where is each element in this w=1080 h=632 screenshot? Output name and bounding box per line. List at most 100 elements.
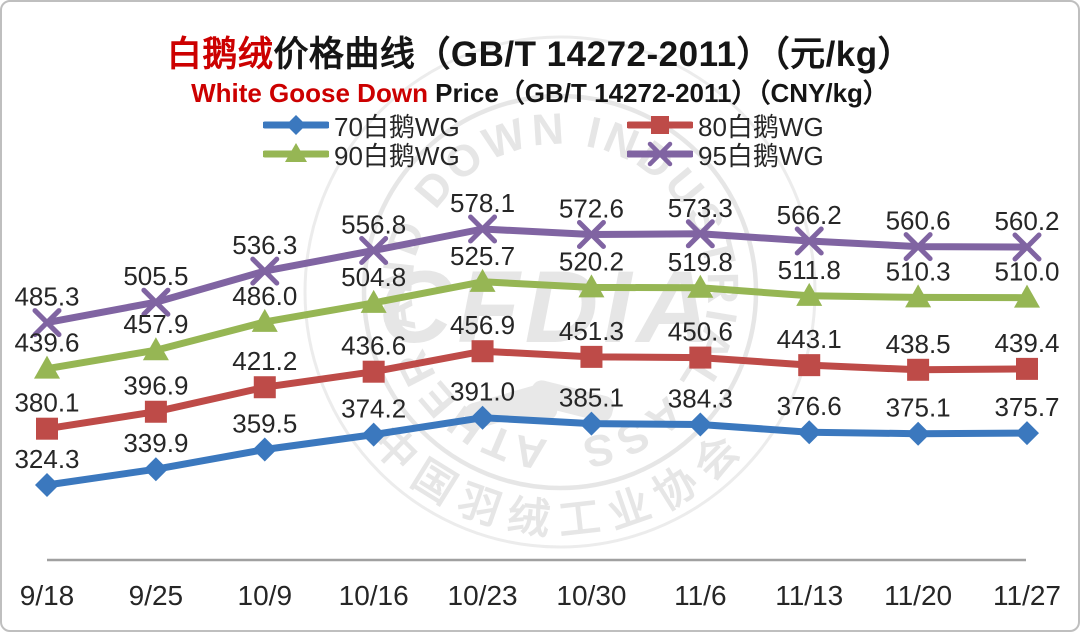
data-point-label: 375.7 [994, 392, 1059, 422]
marker-diamond-icon [252, 437, 277, 462]
marker-triangle-icon [687, 274, 714, 298]
x-tick-label: 9/18 [20, 580, 75, 611]
data-point-label: 572.6 [559, 194, 624, 224]
data-point-label: 560.6 [886, 206, 951, 236]
marker-diamond-icon [579, 411, 604, 436]
marker-x-icon [250, 256, 280, 286]
x-tick-label: 11/13 [775, 580, 843, 611]
data-point-label: 520.2 [559, 246, 624, 276]
data-point-label: 536.3 [232, 230, 297, 260]
x-tick-label: 10/9 [238, 580, 293, 611]
data-point-label: 359.5 [232, 409, 297, 439]
data-point-label: 443.1 [777, 324, 842, 354]
legend-label-80wg: 80白鹅WG [698, 111, 824, 142]
data-point-label: 560.2 [994, 206, 1059, 236]
series-line-0 [43, 414, 1031, 489]
marker-triangle-icon [34, 355, 60, 379]
x-tick-label: 11/6 [674, 580, 726, 611]
marker-diamond-icon [906, 421, 931, 446]
data-point-label: 324.3 [14, 444, 79, 474]
marker-diamond-icon [1015, 421, 1039, 446]
marker-triangle-icon [905, 284, 932, 308]
marker-x-icon [903, 232, 933, 262]
marker-square-icon [471, 340, 494, 363]
data-point-label: 505.5 [123, 261, 188, 291]
data-point-label: 510.3 [886, 256, 951, 286]
x-tick-label: 10/16 [339, 580, 409, 611]
x-tick-label: 11/20 [884, 580, 952, 611]
legend-item-70wg: 70白鹅WG [263, 110, 460, 142]
data-point-label: 566.2 [777, 200, 842, 230]
marker-square-icon [253, 376, 276, 399]
data-point-label: 439.6 [14, 328, 79, 358]
data-point-label: 375.1 [886, 393, 951, 423]
marker-x-icon [1012, 232, 1042, 262]
data-point-label: 374.2 [341, 394, 406, 424]
marker-x-icon [141, 287, 171, 317]
marker-triangle-icon [142, 337, 169, 361]
seal-outer-circle [303, 35, 817, 549]
x-tick-label: 10/30 [556, 580, 626, 611]
data-point-label: 396.9 [123, 371, 188, 401]
data-point-label: 485.3 [14, 282, 79, 312]
marker-x-icon [468, 214, 498, 244]
legend-item-80wg: 80白鹅WG [627, 110, 824, 142]
data-point-label: 421.2 [232, 346, 297, 376]
title-en-highlight: White Goose Down [191, 78, 428, 108]
marker-x-icon [647, 141, 673, 167]
seal-center-text: CFDIA [379, 250, 716, 364]
legend-label-90wg: 90白鹅WG [334, 140, 460, 171]
marker-square-icon [798, 354, 821, 377]
marker-square-icon [362, 360, 385, 383]
marker-triangle-icon [251, 308, 278, 332]
data-point-label: 451.3 [559, 316, 624, 346]
data-point-label: 573.3 [668, 193, 733, 223]
data-point-label: 510.0 [994, 257, 1059, 287]
legend-marker-x-icon [627, 141, 693, 167]
data-point-label: 519.8 [668, 247, 733, 277]
marker-square-icon [36, 417, 58, 440]
marker-x-icon [576, 220, 606, 250]
data-point-label: 438.5 [886, 329, 951, 359]
marker-triangle-icon [578, 274, 605, 298]
marker-diamond-icon [470, 405, 495, 430]
legend-marker-diamond-icon [263, 115, 329, 135]
marker-square-icon [907, 358, 930, 381]
marker-square-icon [580, 345, 603, 368]
legend-marker-square-icon [627, 116, 693, 134]
x-tick-label: 10/23 [448, 580, 518, 611]
marker-diamond-icon [143, 457, 168, 482]
data-point-label: 525.7 [450, 241, 515, 271]
marker-triangle-icon [796, 282, 823, 306]
title-cn-rest: 价格曲线（GB/T 14272-2011）（元/kg） [273, 35, 914, 74]
data-point-label: 504.8 [341, 262, 406, 292]
legend-label-95wg: 95白鹅WG [698, 140, 824, 171]
data-point-label: 380.1 [14, 388, 79, 418]
data-point-label: 436.6 [341, 331, 406, 361]
marker-x-icon [685, 219, 715, 249]
data-point-label: 456.9 [450, 310, 515, 340]
data-point-label: 385.1 [559, 383, 624, 413]
data-point-label: 457.9 [123, 309, 188, 339]
title-cn-highlight: 白鹅绒 [166, 35, 274, 74]
data-point-label: 339.9 [123, 428, 188, 458]
marker-triangle-icon [285, 143, 307, 162]
data-point-label: 556.8 [341, 210, 406, 240]
data-point-label: 384.3 [668, 384, 733, 414]
chart-title-en: White Goose Down Price（GB/T 14272-2011）（… [2, 73, 1078, 110]
x-tick-label: 9/25 [129, 580, 184, 611]
legend-marker-triangle-icon [263, 143, 329, 162]
title-en-rest: Price（GB/T 14272-2011）（CNY/kg） [427, 78, 889, 108]
series-line-3 [43, 225, 1031, 327]
x-tick-label: 11/27 [993, 580, 1061, 611]
legend-label-70wg: 70白鹅WG [334, 111, 460, 142]
legend-item-95wg: 95白鹅WG [627, 139, 824, 171]
marker-square-icon [651, 116, 669, 134]
data-point-label: 486.0 [232, 281, 297, 311]
marker-square-icon [144, 400, 167, 423]
series-line-1 [43, 347, 1031, 433]
marker-triangle-icon [360, 289, 387, 313]
data-point-label: 450.6 [668, 317, 733, 347]
